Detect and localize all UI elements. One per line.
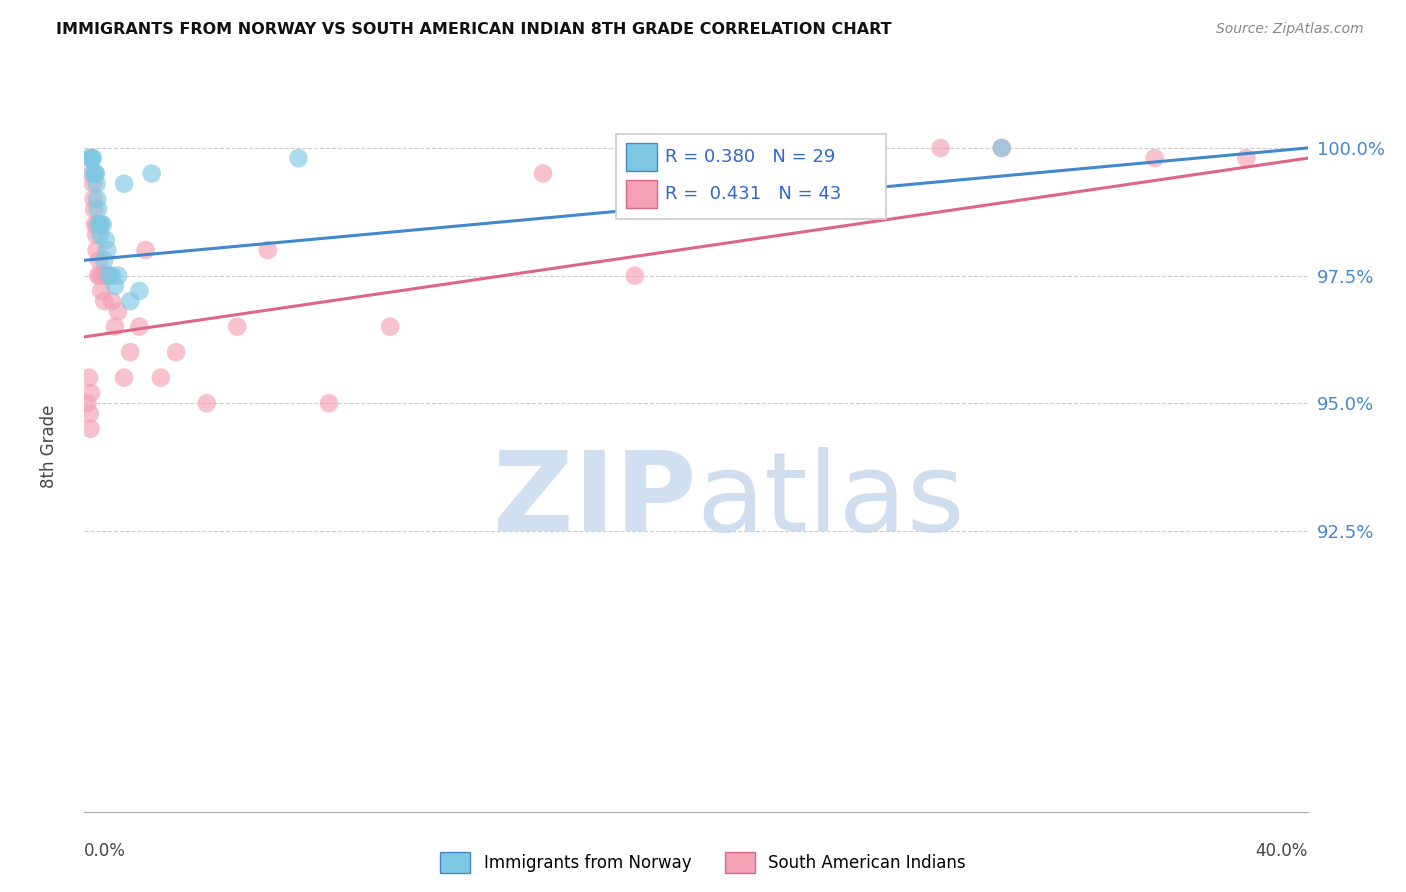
Point [84,166,107,180]
Point [93,253,115,268]
Point [112,177,135,191]
Point [141,166,163,180]
Point [531,166,554,180]
Text: R = 0.380   N = 29: R = 0.380 N = 29 [665,148,835,166]
Point [90,284,112,298]
Point [77,370,100,384]
Point [79,422,101,436]
Point [112,370,135,384]
Text: IMMIGRANTS FROM NORWAY VS SOUTH AMERICAN INDIAN 8TH GRADE CORRELATION CHART: IMMIGRANTS FROM NORWAY VS SOUTH AMERICAN… [56,22,891,37]
Point [195,396,218,410]
Point [107,268,129,283]
Point [84,227,107,242]
Point [120,294,142,309]
Point [83,192,105,206]
Point [93,294,115,309]
Text: ZIP: ZIP [492,447,696,554]
Point [128,319,150,334]
Point [80,151,103,165]
Point [89,227,111,242]
Point [1143,151,1166,165]
Point [77,151,100,165]
Point [91,268,114,283]
Point [165,345,187,359]
Point [149,370,172,384]
Point [89,268,111,283]
Point [80,386,103,401]
Point [91,218,114,232]
Point [97,268,120,283]
Point [1236,151,1258,165]
Point [838,141,860,155]
Text: atlas: atlas [696,447,965,554]
FancyBboxPatch shape [616,135,886,219]
Point [83,166,105,180]
Point [107,304,129,318]
Point [226,319,249,334]
Point [86,177,108,191]
Point [80,166,103,180]
Point [86,243,108,257]
Text: 0.0%: 0.0% [84,842,127,861]
Point [101,294,124,309]
Point [94,268,117,283]
Point [991,141,1014,155]
Point [104,319,127,334]
Point [87,253,110,268]
Point [685,141,707,155]
Point [86,218,108,232]
Point [87,202,110,217]
Point [128,284,150,298]
Point [87,218,110,232]
Point [89,218,111,232]
Text: 40.0%: 40.0% [1256,842,1308,861]
Point [97,268,120,283]
Text: Source: ZipAtlas.com: Source: ZipAtlas.com [1216,22,1364,37]
Point [101,268,124,283]
Point [83,202,105,217]
Point [624,268,647,283]
FancyBboxPatch shape [626,144,657,171]
Point [685,141,707,155]
Point [86,192,108,206]
Point [929,141,952,155]
Point [82,177,104,191]
Point [104,278,127,293]
FancyBboxPatch shape [626,180,657,209]
Point [96,243,118,257]
Point [94,233,117,247]
Point [991,141,1014,155]
Text: R =  0.431   N = 43: R = 0.431 N = 43 [665,186,842,203]
Point [287,151,309,165]
Point [84,166,107,180]
Point [90,218,112,232]
Point [257,243,280,257]
Point [76,396,98,410]
Point [135,243,157,257]
Point [79,407,101,421]
Point [80,151,103,165]
Text: 8th Grade: 8th Grade [41,404,58,488]
Legend: Immigrants from Norway, South American Indians: Immigrants from Norway, South American I… [433,846,973,880]
Point [120,345,142,359]
Point [84,218,107,232]
Point [82,151,104,165]
Point [318,396,340,410]
Point [87,268,110,283]
Point [380,319,402,334]
